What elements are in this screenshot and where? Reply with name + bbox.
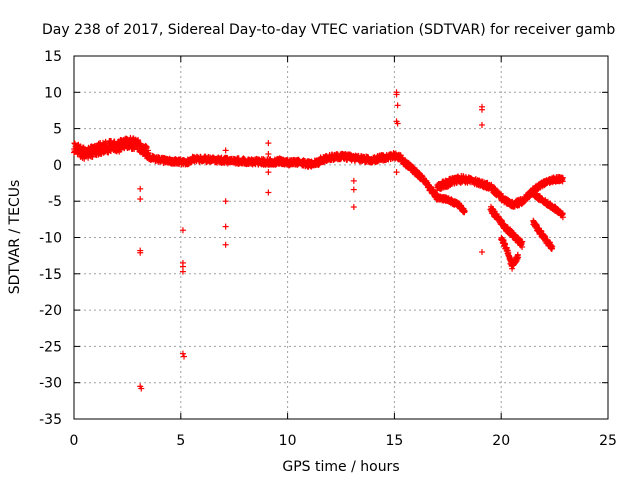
y-tick-label: -10	[39, 231, 62, 247]
data-point	[138, 385, 145, 392]
x-tick-label: 20	[492, 433, 510, 449]
grid	[74, 56, 608, 419]
data-point	[137, 249, 144, 256]
data-point	[222, 198, 229, 205]
x-tick-label: 10	[279, 433, 297, 449]
data-point	[350, 204, 357, 211]
y-tick-label: 10	[44, 85, 62, 101]
data-point	[478, 106, 485, 113]
data-point	[179, 227, 186, 234]
data-point	[519, 243, 526, 250]
chart-title: Day 238 of 2017, Sidereal Day-to-day VTE…	[42, 22, 615, 38]
data-point	[137, 185, 144, 192]
data-point	[179, 268, 186, 275]
data-point	[461, 208, 468, 215]
x-tick-label: 15	[385, 433, 403, 449]
y-tick-label: -5	[48, 194, 62, 210]
data-point	[559, 214, 566, 221]
y-tick-label: -35	[39, 412, 62, 428]
data-point	[181, 353, 188, 360]
data-point	[143, 143, 150, 150]
data-point	[137, 140, 144, 147]
data-point	[394, 120, 401, 127]
data-point	[559, 174, 566, 181]
y-tick-label: -25	[39, 339, 62, 355]
data-point	[265, 151, 272, 158]
data-point	[478, 249, 485, 256]
y-axis-label: SDTVAR / TECUs	[7, 180, 23, 295]
data-point	[265, 140, 272, 147]
data-point	[350, 186, 357, 193]
x-tick-label: 0	[70, 433, 79, 449]
y-tick-label: -20	[39, 303, 62, 319]
x-tick-label: 5	[176, 433, 185, 449]
y-tick-label: 0	[53, 158, 62, 174]
data-point	[515, 254, 522, 261]
data-point	[222, 147, 229, 154]
data-point	[222, 223, 229, 230]
y-tick-label: -30	[39, 376, 62, 392]
data-point	[549, 243, 556, 250]
data-point	[222, 241, 229, 248]
data-point	[179, 263, 186, 270]
data-point	[393, 169, 400, 176]
x-tick-label: 25	[599, 433, 617, 449]
data-point	[393, 91, 400, 98]
data-point	[137, 196, 144, 203]
y-tick-label: -15	[39, 267, 62, 283]
data-points	[71, 89, 566, 392]
y-tick-label: 5	[53, 122, 62, 138]
data-point	[478, 121, 485, 128]
x-axis-label: GPS time / hours	[282, 459, 399, 475]
data-point	[350, 177, 357, 184]
data-point	[265, 169, 272, 176]
axis-ticks: 0 5 10 15 20 25 15 10 5 0 -5 -10 -15 -20 -25 -30 -35	[39, 49, 617, 449]
data-point	[179, 350, 186, 357]
data-point	[265, 189, 272, 196]
y-tick-label: 15	[44, 49, 62, 65]
data-point	[394, 102, 401, 109]
data-point	[519, 238, 526, 245]
